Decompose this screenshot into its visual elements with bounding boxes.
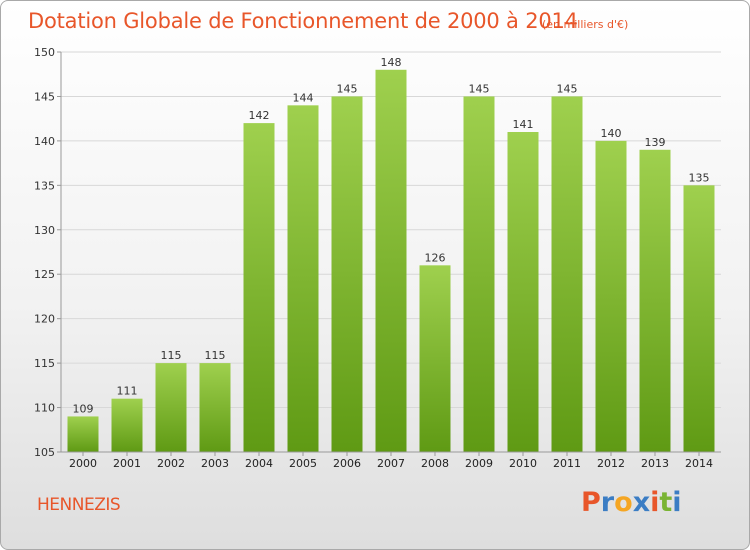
logo-letter: P xyxy=(581,487,601,518)
x-tick-label-2011: 2011 xyxy=(553,457,581,470)
value-label-2012: 140 xyxy=(601,127,622,140)
y-tick-label: 150 xyxy=(34,46,55,59)
proxiti-logo: Proxiti xyxy=(581,487,682,518)
logo-letter: i xyxy=(672,487,682,518)
x-tick-label-2013: 2013 xyxy=(641,457,669,470)
chart-title: Dotation Globale de Fonctionnement de 20… xyxy=(28,9,578,33)
value-label-2008: 126 xyxy=(425,251,446,264)
y-tick-label: 125 xyxy=(34,268,55,281)
bars xyxy=(67,69,715,453)
bar-2006 xyxy=(331,96,363,452)
axes xyxy=(57,51,721,456)
x-tick-label-2004: 2004 xyxy=(245,457,273,470)
logo-letter: x xyxy=(632,487,651,518)
bar-2007 xyxy=(375,69,407,453)
bar-2001 xyxy=(111,398,143,452)
value-label-2001: 111 xyxy=(117,385,138,398)
value-label-2009: 145 xyxy=(469,82,490,95)
y-tick-label: 105 xyxy=(34,446,55,459)
value-label-2000: 109 xyxy=(73,402,94,415)
x-tick-label-2000: 2000 xyxy=(69,457,97,470)
commune-name: HENNEZIS xyxy=(37,495,121,515)
x-tick-label-2010: 2010 xyxy=(509,457,537,470)
x-tick-label-2009: 2009 xyxy=(465,457,493,470)
logo-letter: i xyxy=(650,487,660,518)
labels: 105 110 115 120 125 130 135 140 145 150 109 2000 111… xyxy=(34,46,713,470)
value-label-2003: 115 xyxy=(205,349,226,362)
bar-2014 xyxy=(683,185,715,453)
x-tick-label-2003: 2003 xyxy=(201,457,229,470)
y-tick-label: 145 xyxy=(34,90,55,103)
x-tick-label-2014: 2014 xyxy=(685,457,713,470)
value-label-2010: 141 xyxy=(513,118,534,131)
value-label-2005: 144 xyxy=(293,91,314,104)
logo-letter: t xyxy=(659,487,673,518)
value-label-2007: 148 xyxy=(381,56,402,69)
x-tick-label-2005: 2005 xyxy=(289,457,317,470)
bar-2013 xyxy=(639,149,671,452)
logo-letter: o xyxy=(614,487,633,518)
bar-2005 xyxy=(287,105,319,452)
x-tick-label-2007: 2007 xyxy=(377,457,405,470)
value-label-2011: 145 xyxy=(557,82,578,95)
bar-2003 xyxy=(199,363,231,452)
value-label-2002: 115 xyxy=(161,349,182,362)
y-tick-label: 130 xyxy=(34,224,55,237)
bar-2011 xyxy=(551,96,583,452)
value-label-2004: 142 xyxy=(249,109,270,122)
x-tick-label-2008: 2008 xyxy=(421,457,449,470)
bar-2008 xyxy=(419,265,451,452)
bar-2004 xyxy=(243,123,275,452)
y-tick-label: 115 xyxy=(34,357,55,370)
bar-2000 xyxy=(67,416,99,452)
y-tick-label: 120 xyxy=(34,313,55,326)
y-tick-label: 140 xyxy=(34,135,55,148)
value-label-2013: 139 xyxy=(645,136,666,149)
x-tick-label-2001: 2001 xyxy=(113,457,141,470)
x-tick-label-2012: 2012 xyxy=(597,457,625,470)
bar-2010 xyxy=(507,132,539,452)
bar-2009 xyxy=(463,96,495,452)
y-tick-label: 135 xyxy=(34,179,55,192)
bar-2012 xyxy=(595,140,627,452)
value-label-2014: 135 xyxy=(689,171,710,184)
x-tick-label-2006: 2006 xyxy=(333,457,361,470)
x-tick-label-2002: 2002 xyxy=(157,457,185,470)
bar-2002 xyxy=(155,363,187,452)
chart-unit: (en milliers d'€) xyxy=(542,18,629,31)
y-tick-label: 110 xyxy=(34,402,55,415)
value-label-2006: 145 xyxy=(337,82,358,95)
logo-letter: r xyxy=(600,487,615,518)
